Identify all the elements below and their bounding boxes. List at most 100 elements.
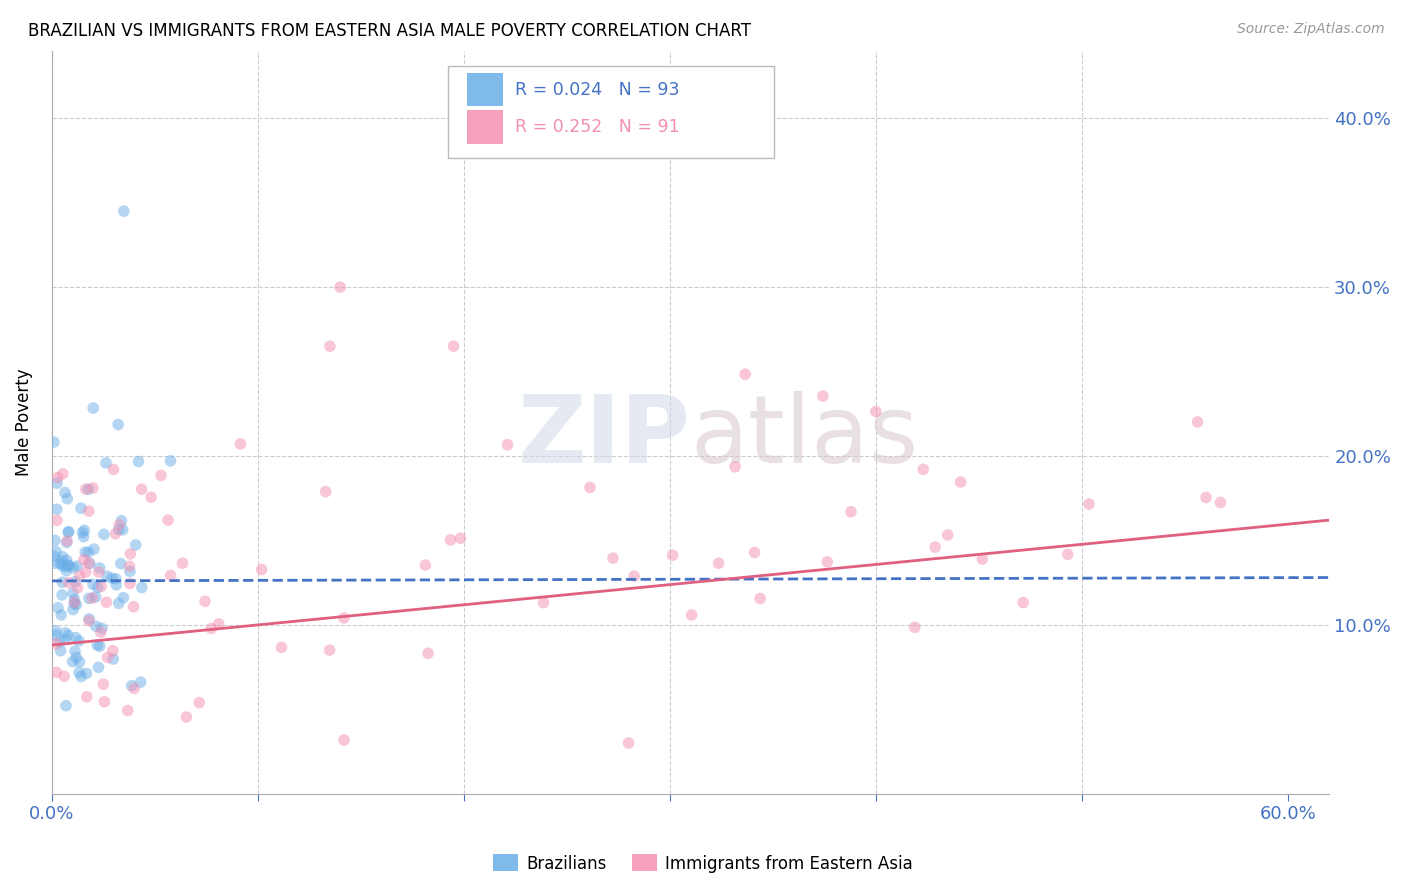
Point — [53, 669, 76, 683]
Point — [82, 401, 104, 415]
Point — [65, 598, 87, 612]
Point — [51, 554, 73, 568]
Point — [1078, 497, 1101, 511]
Point — [105, 578, 128, 592]
Point — [51, 607, 73, 622]
Point — [56, 491, 79, 506]
Point — [1209, 495, 1232, 509]
Point — [55, 559, 77, 574]
Point — [811, 389, 834, 403]
Point — [972, 552, 994, 566]
Point — [623, 569, 645, 583]
Point — [107, 596, 129, 610]
Point — [44, 533, 66, 548]
Point — [62, 655, 84, 669]
Point — [118, 576, 141, 591]
Point — [55, 553, 77, 567]
Point — [125, 538, 148, 552]
Point — [45, 637, 67, 651]
Point — [53, 632, 76, 647]
Point — [77, 504, 100, 518]
Point — [77, 545, 100, 559]
Point — [129, 675, 152, 690]
Point — [42, 435, 65, 450]
Point — [661, 548, 683, 562]
Point — [84, 619, 107, 633]
Point — [66, 559, 89, 574]
Point — [118, 559, 141, 574]
FancyBboxPatch shape — [447, 65, 773, 159]
Point — [602, 551, 624, 566]
Point — [744, 545, 766, 559]
Point — [333, 733, 356, 747]
Point — [56, 558, 79, 572]
Point — [120, 547, 142, 561]
Point — [77, 591, 100, 606]
Point — [413, 558, 436, 572]
Point — [72, 530, 94, 544]
Point — [67, 634, 90, 648]
Point — [229, 437, 252, 451]
Point — [108, 517, 131, 532]
Point — [176, 710, 198, 724]
Point — [45, 544, 67, 558]
Point — [79, 557, 101, 571]
Point — [70, 501, 93, 516]
Point — [90, 625, 112, 640]
Point — [912, 462, 935, 476]
Text: R = 0.024   N = 93: R = 0.024 N = 93 — [516, 81, 681, 99]
Point — [329, 280, 352, 294]
Point — [90, 622, 112, 636]
Point — [73, 524, 96, 538]
Point — [55, 698, 77, 713]
Point — [58, 558, 80, 573]
Point — [96, 569, 118, 583]
Point — [1056, 547, 1078, 561]
Point — [45, 502, 67, 516]
Point — [104, 526, 127, 541]
Point — [51, 575, 73, 590]
Point — [121, 679, 143, 693]
Point — [724, 459, 747, 474]
Point — [150, 468, 173, 483]
Point — [208, 616, 231, 631]
Point — [865, 404, 887, 418]
Point — [112, 204, 135, 219]
Point — [75, 482, 97, 496]
Point — [122, 681, 145, 696]
Point — [84, 590, 107, 604]
Point — [44, 556, 66, 570]
Point — [69, 569, 91, 583]
Point — [107, 417, 129, 432]
Point — [56, 525, 79, 540]
Point — [56, 628, 79, 642]
Point — [77, 483, 100, 497]
Point — [86, 638, 108, 652]
Point — [94, 456, 117, 470]
Point — [62, 602, 84, 616]
Point — [110, 514, 132, 528]
Point — [110, 557, 132, 571]
Point — [91, 677, 114, 691]
Point — [101, 571, 124, 585]
Point — [66, 581, 89, 595]
Point — [681, 607, 703, 622]
Text: ZIP: ZIP — [517, 391, 690, 483]
Point — [139, 490, 162, 504]
Point — [127, 454, 149, 468]
Point — [707, 556, 730, 570]
Point — [63, 592, 86, 607]
Point — [82, 591, 104, 606]
Point — [1195, 491, 1218, 505]
Point — [96, 595, 118, 609]
Point — [194, 594, 217, 608]
Point — [53, 485, 76, 500]
Point — [96, 650, 118, 665]
Point — [839, 505, 862, 519]
Point — [117, 704, 139, 718]
Point — [89, 561, 111, 575]
Point — [76, 690, 98, 704]
Point — [131, 482, 153, 496]
Point — [270, 640, 292, 655]
Point — [77, 612, 100, 626]
